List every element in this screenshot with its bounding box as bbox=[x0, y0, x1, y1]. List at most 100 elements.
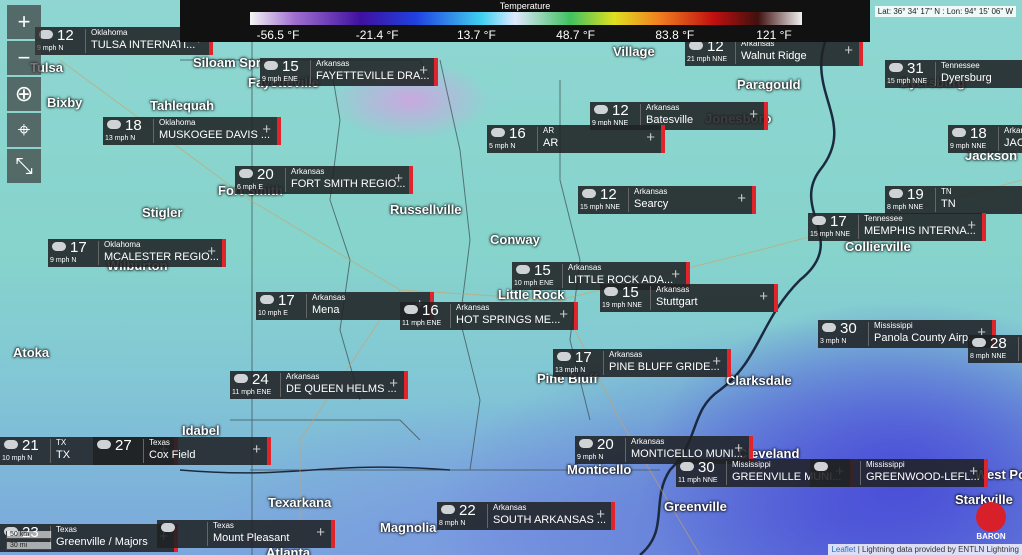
station-name: PINE BLUFF GRIDE... bbox=[609, 361, 720, 373]
station-card[interactable]: 15 19 mph NNE Arkansas Stuttgart + bbox=[600, 284, 778, 312]
temperature: 18 bbox=[970, 125, 987, 142]
station-name: MONTICELLO MUNI... bbox=[631, 448, 743, 460]
expand-button[interactable]: + bbox=[977, 324, 986, 341]
station-card[interactable]: 20 6 mph E Arkansas FORT SMITH REGIO... + bbox=[235, 166, 413, 194]
weather-icon bbox=[952, 128, 966, 137]
station-card[interactable]: Texas Mount Pleasant + bbox=[157, 520, 335, 548]
expand-button[interactable]: + bbox=[252, 441, 261, 458]
weather-icon bbox=[39, 30, 53, 39]
map-control[interactable]: ⤡ bbox=[7, 149, 41, 183]
weather-icon bbox=[491, 128, 505, 137]
state: Arkansas bbox=[456, 303, 490, 312]
station-card[interactable]: 17 13 mph N Arkansas PINE BLUFF GRIDE... + bbox=[553, 349, 731, 377]
divider bbox=[625, 438, 626, 462]
expand-button[interactable]: + bbox=[559, 306, 568, 323]
legend-title: Temperature bbox=[499, 1, 551, 11]
temperature: 20 bbox=[257, 166, 274, 183]
weather-icon bbox=[604, 287, 618, 296]
temperature: 16 bbox=[509, 125, 526, 142]
station-name: FORT SMITH REGIO... bbox=[291, 178, 406, 190]
station-card[interactable]: 22 8 mph N Arkansas SOUTH ARKANSAS ... + bbox=[437, 502, 615, 530]
station-card[interactable]: 30 3 mph N Mississippi Panola County Airp..… bbox=[818, 320, 996, 348]
wind: 9 mph N bbox=[37, 45, 64, 52]
expand-button[interactable]: + bbox=[749, 106, 758, 123]
expand-button[interactable]: + bbox=[389, 375, 398, 392]
expand-button[interactable]: + bbox=[394, 170, 403, 187]
station-name: HOT SPRINGS ME... bbox=[456, 314, 561, 326]
station-card[interactable]: 17 9 mph N Oklahoma MCALESTER REGIO... + bbox=[48, 239, 226, 267]
city-label: Tahlequah bbox=[150, 98, 215, 113]
expand-button[interactable]: + bbox=[844, 42, 853, 59]
expand-button[interactable]: + bbox=[596, 506, 605, 523]
expand-button[interactable]: + bbox=[207, 243, 216, 260]
station-card[interactable]: 20 9 mph N Arkansas MONTICELLO MUNI... + bbox=[575, 436, 753, 464]
wind: 8 mph NNE bbox=[970, 353, 1007, 360]
divider bbox=[735, 40, 736, 64]
state: Tennessee bbox=[941, 61, 980, 70]
station-card[interactable]: 27 Texas Cox Field + bbox=[93, 437, 271, 465]
expand-button[interactable]: + bbox=[734, 440, 743, 457]
temperature: 12 bbox=[600, 186, 617, 203]
expand-button[interactable]: + bbox=[712, 353, 721, 370]
divider bbox=[153, 119, 154, 143]
station-name: GREENWOOD-LEFL... bbox=[866, 471, 980, 483]
station-card[interactable]: 12 15 mph NNE Arkansas Searcy + bbox=[578, 186, 756, 214]
station-name: MEMPHIS INTERNA... bbox=[864, 225, 976, 237]
expand-button[interactable]: + bbox=[967, 217, 976, 234]
station-card[interactable]: 17 15 mph NNE Tennessee MEMPHIS INTERNA... + bbox=[808, 213, 986, 241]
map-control[interactable]: ⊕ bbox=[7, 77, 41, 111]
wind: 9 mph NNE bbox=[950, 143, 987, 150]
city-label: Paragould bbox=[737, 77, 801, 92]
station-name: TULSA INTERNATI... bbox=[91, 39, 196, 51]
wind: 10 mph ENE bbox=[514, 280, 554, 287]
station-card[interactable]: 24 11 mph ENE Arkansas DE QUEEN HELMS ... + bbox=[230, 371, 408, 399]
expand-button[interactable]: + bbox=[969, 463, 978, 480]
state: Texas bbox=[149, 438, 170, 447]
temperature: 15 bbox=[282, 58, 299, 75]
station-name: Mount Pleasant bbox=[213, 532, 290, 544]
temperature: 12 bbox=[612, 102, 629, 119]
temperature: 19 bbox=[907, 186, 924, 203]
weather-icon bbox=[404, 305, 418, 314]
map-control[interactable]: − bbox=[7, 41, 41, 75]
divider bbox=[98, 241, 99, 265]
divider bbox=[280, 373, 281, 397]
station-card[interactable]: 189 mph NNEArkansasJAC+ bbox=[948, 125, 1022, 153]
expand-button[interactable]: + bbox=[759, 288, 768, 305]
expand-button[interactable]: + bbox=[646, 129, 655, 146]
temperature: 17 bbox=[70, 239, 87, 256]
station-card[interactable]: Mississippi GREENWOOD-LEFL... + bbox=[810, 459, 988, 487]
leaflet-link[interactable]: Leaflet bbox=[831, 545, 856, 554]
station-card[interactable]: 16 5 mph N AR AR + bbox=[487, 125, 665, 153]
state: Arkansas bbox=[286, 372, 320, 381]
station-name: Cox Field bbox=[149, 449, 196, 461]
map-control[interactable]: + bbox=[7, 5, 41, 39]
expand-button[interactable]: + bbox=[419, 62, 428, 79]
map-control[interactable]: ⌖ bbox=[7, 113, 41, 147]
expand-button[interactable]: + bbox=[262, 121, 271, 138]
legend-label: -56.5 °F bbox=[256, 28, 300, 42]
logo-mark bbox=[976, 502, 1006, 532]
weather-icon bbox=[234, 374, 248, 383]
city-label: Russellville bbox=[390, 202, 462, 217]
station-card[interactable]: 16 11 mph ENE Arkansas HOT SPRINGS ME... + bbox=[400, 302, 578, 330]
scale-label: 30 mi bbox=[6, 542, 52, 550]
station-card[interactable]: 15 9 mph ENE Arkansas FAYETTEVILLE DRA... + bbox=[260, 58, 438, 86]
station-card[interactable]: 18 13 mph N Oklahoma MUSKOGEE DAVIS ... + bbox=[103, 117, 281, 145]
state: Arkansas bbox=[291, 167, 325, 176]
expand-button[interactable]: + bbox=[316, 524, 325, 541]
expand-button[interactable]: + bbox=[737, 190, 746, 207]
station-name: MUSKOGEE DAVIS ... bbox=[159, 129, 271, 141]
temperature: 18 bbox=[125, 117, 142, 134]
station-card[interactable]: 288 mph NNE+ bbox=[968, 335, 1022, 363]
expand-button[interactable]: + bbox=[671, 266, 680, 283]
city-label: Monticello bbox=[567, 462, 632, 477]
wind: 13 mph N bbox=[105, 135, 136, 142]
weather-icon bbox=[889, 63, 903, 72]
station-card[interactable]: 12 21 mph NNE Arkansas Walnut Ridge + bbox=[685, 38, 863, 66]
wind: 13 mph N bbox=[555, 367, 586, 374]
